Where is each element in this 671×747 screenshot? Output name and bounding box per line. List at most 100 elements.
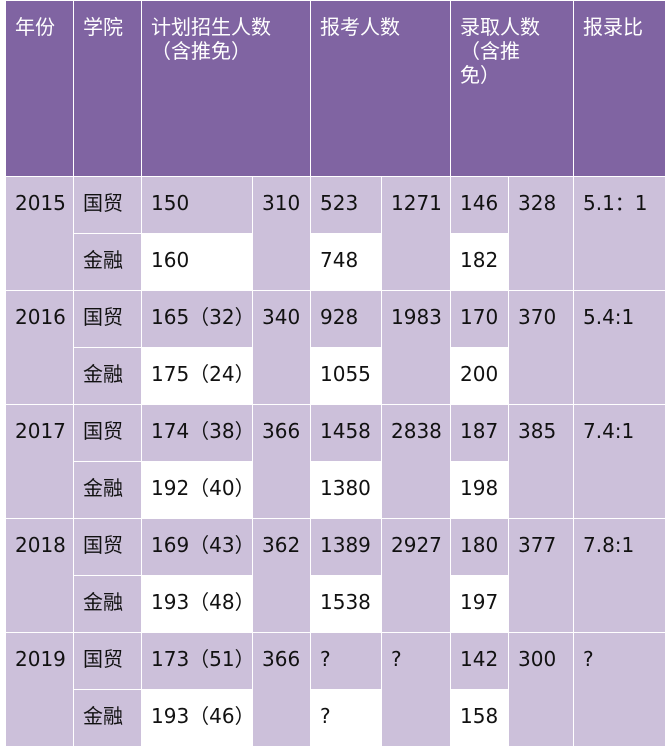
- plan-cell: 150: [141, 176, 253, 234]
- plan-total-cell-text: 340: [262, 305, 301, 329]
- header-plan-line-2: （含推免）: [151, 39, 251, 63]
- header-plan: 计划招生人数 （含推免）: [141, 0, 311, 177]
- college-cell-text: 金融: [83, 704, 123, 728]
- year-cell-text: 2018: [15, 533, 66, 557]
- plan-total-cell-text: 366: [262, 647, 301, 671]
- plan-total-cell: 340: [252, 290, 311, 405]
- admitted-cell-text: 182: [460, 248, 499, 272]
- college-cell: 国贸: [73, 176, 142, 234]
- table-row: 2017 国贸 174（38） 366 1458 2838 187 385 7.4:1: [5, 404, 666, 519]
- admitted-total-cell: 328: [508, 176, 574, 291]
- admitted-cell: 200: [450, 347, 509, 405]
- admitted-cell-text: 198: [460, 476, 499, 500]
- admitted-total-cell-text: 300: [518, 647, 557, 671]
- header-admitted-line-2: （含推: [460, 39, 520, 63]
- plan-cell: 193（48）: [141, 575, 255, 633]
- header-year: 年份: [5, 0, 74, 177]
- plan-total-cell: 310: [252, 176, 311, 291]
- admitted-cell-text: 158: [460, 704, 499, 728]
- plan-cell-text: 150: [151, 191, 190, 215]
- college-cell: 金融: [73, 689, 142, 747]
- plan-cell: 175（24）: [141, 347, 255, 405]
- plan-cell-text: 193（48）: [151, 590, 255, 614]
- college-cell: 金融: [73, 233, 142, 291]
- table-row: 金融 192（40） 1380 198: [6, 461, 666, 519]
- plan-total-cell-text: 366: [262, 419, 301, 443]
- college-cell: 金融: [73, 461, 142, 519]
- year-cell: 2018: [5, 518, 74, 633]
- table-row: 2016 国贸 165（32） 340 928 1983 170 370 5.4:1: [5, 290, 666, 405]
- header-applicants: 报考人数: [310, 0, 451, 177]
- admitted-cell: 187: [450, 404, 509, 462]
- plan-cell-text: 192（40）: [151, 476, 255, 500]
- year-cell: 2019: [5, 632, 74, 747]
- college-cell: 国贸: [73, 404, 142, 462]
- applicants-total-cell: 1983: [381, 290, 451, 405]
- applicants-cell: 1458: [310, 404, 382, 462]
- applicants-total-cell-text: 2838: [391, 419, 442, 443]
- table-header: 年份 学院 计划招生人数 （含推免） 报考人数 录取人数 （含推 免） 报录比: [5, 0, 666, 177]
- plan-cell: 193（46）: [141, 689, 255, 747]
- admitted-cell: 180: [450, 518, 509, 576]
- plan-total-cell-text: 362: [262, 533, 301, 557]
- year-cell: 2017: [5, 404, 74, 519]
- applicants-cell: 1538: [310, 575, 382, 633]
- admitted-total-cell: 370: [508, 290, 574, 405]
- year-cell: 2015: [5, 176, 74, 291]
- plan-cell: 169（43）: [141, 518, 255, 576]
- applicants-cell-text: 1389: [320, 533, 371, 557]
- ratio-cell-text: 5.4:1: [583, 305, 635, 329]
- header-admitted-line-3: 免）: [460, 63, 500, 87]
- applicants-total-cell-text: 1983: [391, 305, 442, 329]
- year-cell: 2016: [5, 290, 74, 405]
- header-college: 学院: [73, 0, 142, 177]
- college-cell-text: 国贸: [83, 305, 123, 329]
- ratio-cell-text: ?: [583, 647, 594, 671]
- college-cell-text: 金融: [83, 362, 123, 386]
- plan-cell-text: 173（51）: [151, 647, 255, 671]
- header-admitted: 录取人数 （含推 免）: [450, 0, 574, 177]
- plan-cell: 173（51）: [141, 632, 255, 690]
- applicants-cell-text: 1380: [320, 476, 371, 500]
- year-cell-text: 2019: [15, 647, 66, 671]
- applicants-cell: 928: [310, 290, 382, 348]
- table-row: 2019 国贸 173（51） 366?? 142 300?: [5, 632, 666, 747]
- applicants-cell-text: ?: [320, 704, 331, 728]
- admitted-total-cell-text: 385: [518, 419, 557, 443]
- plan-cell-text: 169（43）: [151, 533, 255, 557]
- admitted-cell: 146: [450, 176, 509, 234]
- table-body: 2015 国贸 150 310 523 1271 146 328 5.1：1 金融 160 748 18…: [5, 176, 666, 747]
- ratio-cell: ?: [573, 632, 666, 747]
- applicants-cell: 748: [310, 233, 382, 291]
- plan-cell-text: 160: [151, 248, 190, 272]
- college-cell-text: 国贸: [83, 533, 123, 557]
- plan-cell-text: 193（46）: [151, 704, 255, 728]
- plan-cell: 165（32）: [141, 290, 255, 348]
- plan-cell: 174（38）: [141, 404, 255, 462]
- plan-cell: 160: [141, 233, 253, 291]
- plan-cell-text: 174（38）: [151, 419, 255, 443]
- applicants-cell-text: 1538: [320, 590, 371, 614]
- admitted-cell-text: 197: [460, 590, 499, 614]
- college-cell-text: 国贸: [83, 419, 123, 443]
- admitted-total-cell-text: 377: [518, 533, 557, 557]
- table-row: 金融 160 748 182: [6, 233, 666, 291]
- applicants-cell-text: 1055: [320, 362, 371, 386]
- admitted-total-cell: 385: [508, 404, 574, 519]
- header-plan-line-1: 计划招生人数: [151, 15, 271, 39]
- applicants-cell-text: 523: [320, 191, 359, 215]
- table-row: 2015 国贸 150 310 523 1271 146 328 5.1：1: [5, 176, 666, 291]
- ratio-cell-text: 7.4:1: [583, 419, 635, 443]
- plan-total-cell: 366: [252, 404, 311, 519]
- plan-cell: 192（40）: [141, 461, 255, 519]
- ratio-cell: 7.8:1: [573, 518, 666, 633]
- applicants-total-cell-text: ?: [391, 647, 402, 671]
- applicants-cell-text: 928: [320, 305, 359, 329]
- applicants-cell-text: ?: [320, 647, 331, 671]
- applicants-total-cell: 1271: [381, 176, 451, 291]
- plan-total-cell-text: 310: [262, 191, 301, 215]
- ratio-cell: 5.1：1: [573, 176, 666, 291]
- ratio-cell: 7.4:1: [573, 404, 666, 519]
- table-row: 2018 国贸 169（43） 362 1389 2927 180 377 7.8:1: [5, 518, 666, 633]
- header-ratio: 报录比: [573, 0, 666, 177]
